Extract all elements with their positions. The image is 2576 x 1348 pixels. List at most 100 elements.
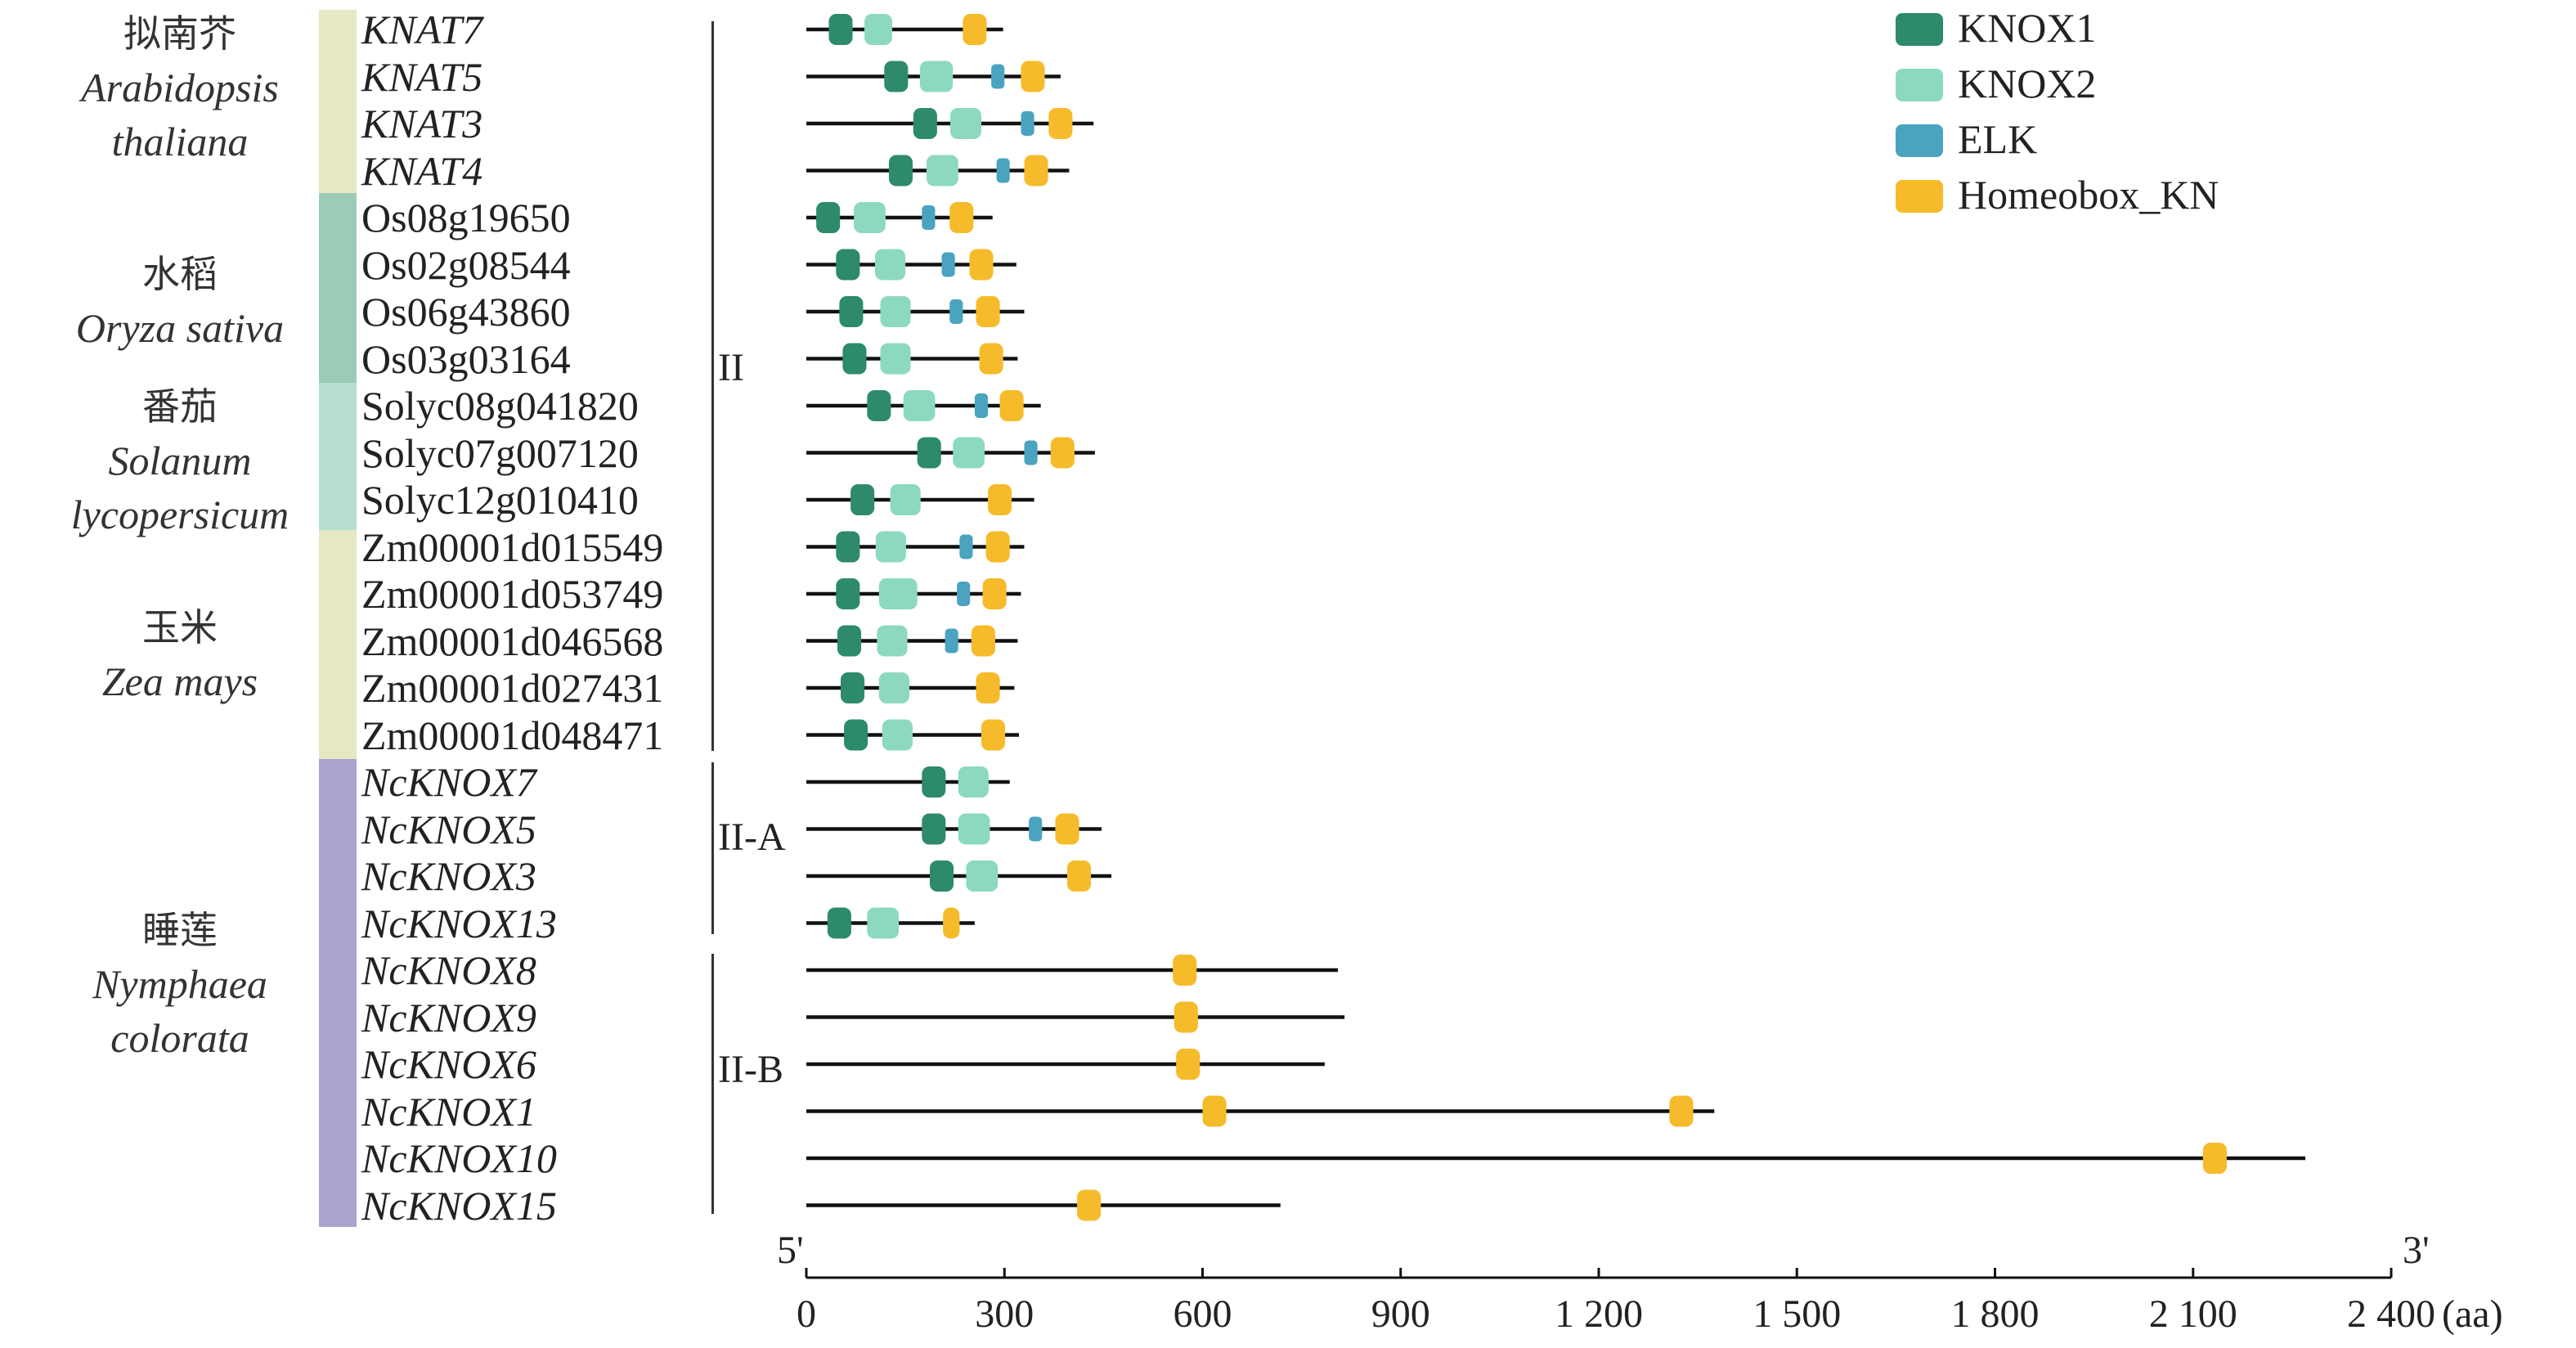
x-tick-label: 2 100: [2149, 1292, 2237, 1336]
domain-knox2: [950, 108, 981, 139]
domain-hb: [969, 249, 994, 281]
gene-label: NcKNOX3: [361, 853, 536, 899]
species-cn-label: 玉米: [142, 605, 218, 649]
domain-elk: [991, 64, 1005, 89]
domain-elk: [974, 393, 989, 418]
domain-knox1: [836, 249, 860, 281]
domain-hb: [943, 907, 960, 939]
species-name-arabidopsis: 拟南芥 Arabidopsis thaliana: [0, 7, 360, 168]
legend-label: Homeobox_KN: [1958, 172, 2219, 218]
domain-elk: [941, 252, 955, 277]
species-strip-zea: [319, 530, 357, 759]
legend-swatch: [1896, 124, 1943, 157]
domain-knox1: [884, 61, 909, 92]
species-cn-label: 番茄: [142, 384, 218, 429]
x-tick-label: 1 500: [1752, 1292, 1841, 1336]
clade-label-ii: II: [718, 346, 744, 389]
gene-label: NcKNOX9: [361, 994, 536, 1040]
legend-label: ELK: [1958, 116, 2038, 162]
domain-knox2: [875, 531, 906, 563]
species-cn-label: 拟南芥: [123, 11, 236, 56]
species-latin-label: Oryza sativa: [75, 305, 285, 351]
domain-hb: [1024, 155, 1048, 186]
domain-hb: [985, 531, 1010, 563]
domain-elk: [949, 299, 963, 324]
domain-knox2: [958, 766, 989, 798]
domain-elk: [1029, 816, 1043, 842]
domain-knox1: [917, 437, 941, 469]
gene-label: Zm00001d027431: [361, 665, 664, 711]
domain-knox2: [958, 813, 990, 845]
species-strip-arabidopsis: [319, 10, 357, 193]
domain-elk: [922, 205, 936, 230]
x-tick-label: 300: [975, 1292, 1034, 1336]
domain-knox2: [880, 296, 911, 327]
gene-label: Zm00001d015549: [361, 523, 664, 570]
x-tick-label: 900: [1371, 1292, 1430, 1336]
domain-knox2: [919, 61, 954, 92]
gene-label: NcKNOX15: [361, 1182, 557, 1229]
gene-label: NcKNOX6: [361, 1041, 536, 1087]
axis-3-prime-label: 3': [2403, 1229, 2430, 1272]
domain-hb: [988, 484, 1012, 515]
clade-bracket-ii: [711, 21, 714, 751]
domain-hb: [976, 296, 1000, 327]
domain-knox1: [839, 296, 864, 327]
x-axis-unit: (aa): [2442, 1292, 2503, 1336]
species-latin-label: thaliana: [111, 119, 249, 164]
clade-bracket-ii-b: [711, 954, 714, 1214]
domain-knox2: [966, 860, 999, 892]
species-latin-label: colorata: [110, 1015, 249, 1061]
domain-hb: [999, 390, 1024, 421]
domain-knox1: [842, 343, 867, 375]
species-latin-label: Solanum: [108, 438, 252, 483]
domain-hb: [981, 719, 1006, 751]
domain-knox1: [913, 108, 937, 139]
legend-label: KNOX1: [1958, 5, 2097, 51]
species-strip-oryza: [319, 193, 357, 383]
gene-label: NcKNOX5: [361, 806, 536, 852]
domain-knox2: [877, 625, 908, 657]
legend-label: KNOX2: [1958, 61, 2097, 106]
gene-label: NcKNOX7: [361, 759, 536, 805]
legend-swatch: [1896, 13, 1943, 46]
domain-knox2: [890, 484, 921, 515]
domain-hb: [979, 343, 1003, 375]
gene-label: Os08g19650: [361, 195, 571, 240]
domain-hb: [2202, 1143, 2227, 1174]
domain-elk: [1024, 440, 1038, 465]
domain-knox2: [867, 907, 900, 939]
domain-knox1: [828, 14, 853, 45]
domain-elk: [1021, 111, 1034, 136]
legend-swatch: [1896, 69, 1943, 101]
domain-hb: [982, 578, 1007, 609]
domain-hb: [1173, 955, 1197, 986]
domain-knox1: [922, 813, 946, 845]
clade-label-ii-a: II-A: [718, 816, 786, 859]
domain-elk: [945, 628, 958, 654]
domain-hb: [949, 202, 974, 233]
clade-label-ii-b: II-B: [718, 1048, 783, 1091]
gene-label: Os02g08544: [361, 241, 571, 288]
gene-label: KNAT5: [361, 53, 483, 100]
domain-hb: [1055, 813, 1079, 845]
domain-knox1: [840, 672, 865, 703]
gene-label: Solyc12g010410: [361, 477, 639, 523]
species-name-oryza: 水稻 Oryza sativa: [0, 247, 360, 355]
gene-label: Solyc08g041820: [361, 383, 639, 429]
domain-elk: [959, 534, 973, 559]
domain-knox2: [874, 249, 906, 281]
x-tick-label: 600: [1174, 1292, 1232, 1336]
x-tick-label: 1 200: [1555, 1292, 1643, 1336]
x-tick-label: 2 400: [2347, 1292, 2435, 1336]
gene-label: KNAT4: [361, 147, 483, 194]
gene-label: KNAT3: [361, 101, 483, 146]
domain-knox2: [926, 155, 958, 186]
domain-knox2: [882, 719, 913, 751]
gene-label: Solyc07g007120: [361, 429, 639, 476]
domain-hb: [1021, 61, 1045, 92]
domain-hb: [1176, 1049, 1200, 1080]
domain-knox1: [867, 390, 891, 421]
